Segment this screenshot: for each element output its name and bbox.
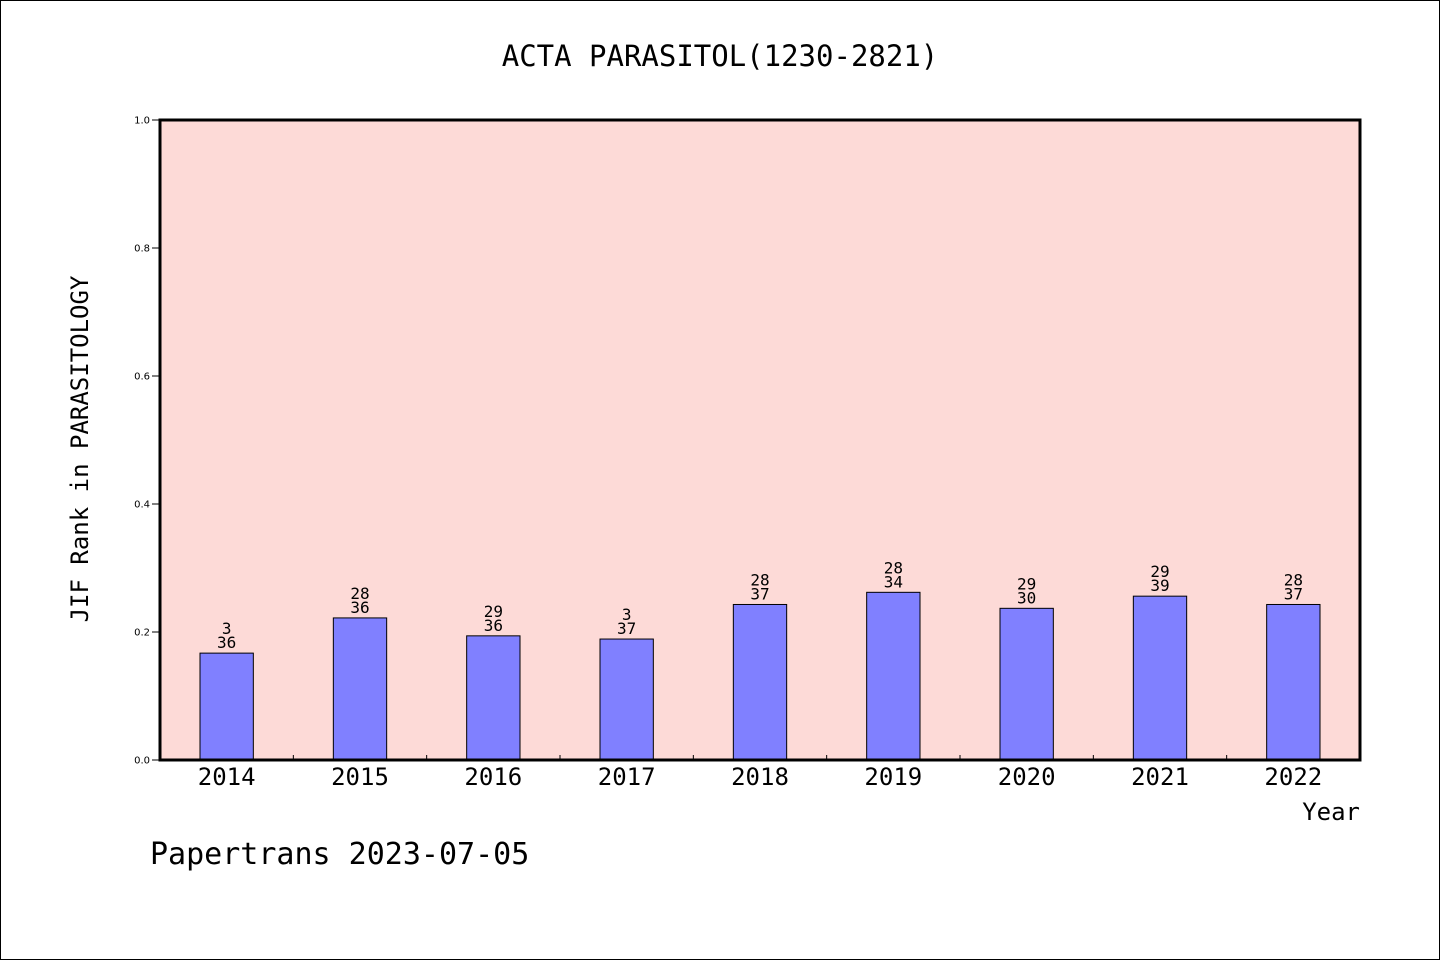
bar-2014 xyxy=(199,652,254,761)
bar-2021 xyxy=(1132,595,1188,761)
bar-label-total-2018: 37 xyxy=(750,584,769,603)
chart-marks: 0.00.20.40.60.81.03362014283620152936201… xyxy=(134,116,1322,792)
bar-label-total-2015: 36 xyxy=(350,598,369,617)
x-tick-label-2014: 2014 xyxy=(198,763,256,791)
bar-label-total-2019: 34 xyxy=(884,572,903,591)
bar-label-rank-2022: 28 xyxy=(1284,570,1303,589)
y-tick-label: 0.2 xyxy=(134,628,150,639)
y-tick-label: 1.0 xyxy=(134,116,150,127)
x-tick-label-2017: 2017 xyxy=(598,763,656,791)
bar-2019 xyxy=(866,591,921,761)
bar-label-total-2021: 39 xyxy=(1150,576,1169,595)
bar-label-rank-2017: 3 xyxy=(622,605,632,624)
bar-label-rank-2015: 28 xyxy=(350,584,369,603)
x-tick-label-2020: 2020 xyxy=(998,763,1056,791)
bar-2015 xyxy=(332,617,388,761)
bar-2018 xyxy=(732,603,788,761)
y-tick-label: 0.8 xyxy=(134,244,150,255)
bar-label-total-2017: 37 xyxy=(617,619,636,638)
footer-credit: Papertrans 2023-07-05 xyxy=(150,837,529,872)
bar-2017 xyxy=(599,638,654,761)
y-tick-label: 0.0 xyxy=(134,756,150,767)
x-tick-label-2021: 2021 xyxy=(1131,763,1189,791)
y-axis-label: JIF Rank in PARASITOLOGY xyxy=(66,275,94,622)
bar-label-rank-2018: 28 xyxy=(750,570,769,589)
plot-frame xyxy=(158,118,1362,762)
bar-label-total-2016: 36 xyxy=(484,616,503,635)
bar-2016 xyxy=(466,635,521,761)
bar-label-rank-2014: 3 xyxy=(222,619,232,638)
bar-2020 xyxy=(999,607,1054,761)
bar-label-rank-2019: 28 xyxy=(884,558,903,577)
bar-label-rank-2016: 29 xyxy=(484,602,503,621)
x-tick-label-2016: 2016 xyxy=(464,763,522,791)
x-axis-label: Year xyxy=(1302,798,1360,826)
chart-title: ACTA PARASITOL(1230-2821) xyxy=(502,39,939,73)
x-tick-label-2018: 2018 xyxy=(731,763,789,791)
bar-label-rank-2021: 29 xyxy=(1150,562,1169,581)
x-tick-label-2019: 2019 xyxy=(864,763,922,791)
bar-label-total-2020: 30 xyxy=(1017,588,1036,607)
x-tick-label-2015: 2015 xyxy=(331,763,389,791)
x-tick-label-2022: 2022 xyxy=(1264,763,1322,791)
bar-2022 xyxy=(1266,603,1321,761)
bar-label-total-2014: 36 xyxy=(217,633,236,652)
y-tick-label: 0.4 xyxy=(134,500,150,511)
y-tick-label: 0.6 xyxy=(134,372,150,383)
bar-label-total-2022: 37 xyxy=(1284,584,1303,603)
bar-label-rank-2020: 29 xyxy=(1017,574,1036,593)
